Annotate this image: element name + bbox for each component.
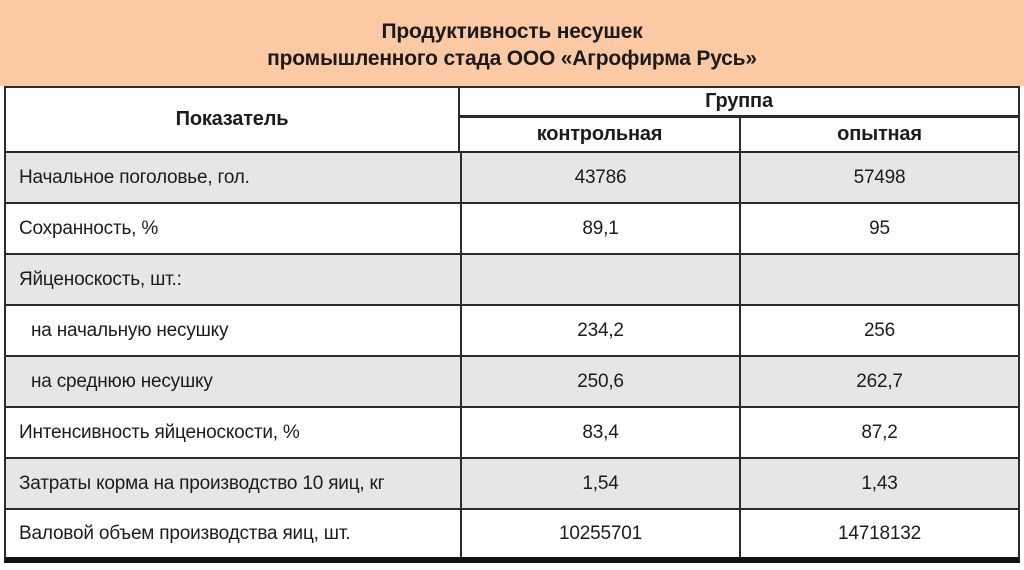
row-label: Сохранность, %: [19, 217, 159, 239]
row-label: Яйценоскость, шт.:: [19, 268, 182, 290]
row-label: Затраты корма на производство 10 яиц, кг: [19, 472, 385, 494]
table-row: Валовой объем производства яиц, шт. 1025…: [6, 508, 1018, 557]
header-control-group: контрольная: [536, 123, 663, 145]
header-experimental-group: опытная: [739, 118, 1018, 151]
header-indicator: Показатель: [6, 88, 460, 151]
productivity-table: Показатель Группа контрольная опытная На…: [4, 86, 1020, 563]
experimental-value: 57498: [739, 153, 1018, 202]
experimental-value: 14718132: [739, 510, 1018, 557]
table-row: на среднюю несушку 250,6 262,7: [6, 355, 1018, 406]
header-group: Группа: [460, 88, 1018, 118]
experimental-value: 95: [739, 204, 1018, 253]
row-label: Валовой объем производства яиц, шт.: [19, 522, 351, 544]
control-value: 234,2: [460, 306, 739, 355]
control-value: [460, 255, 739, 304]
experimental-value: 1,43: [739, 459, 1018, 508]
table-row: Затраты корма на производство 10 яиц, кг…: [6, 457, 1018, 508]
row-label: на среднюю несушку: [31, 370, 213, 392]
table-row: Интенсивность яйценоскости, % 83,4 87,2: [6, 406, 1018, 457]
control-value: 10255701: [460, 510, 739, 557]
control-value: 83,4: [460, 408, 739, 457]
table-header: Показатель Группа контрольная опытная: [6, 88, 1018, 151]
control-value: 43786: [460, 153, 739, 202]
table-row: на начальную несушку 234,2 256: [6, 304, 1018, 355]
experimental-value: 256: [739, 306, 1018, 355]
header-subgroups: контрольная опытная: [460, 118, 1018, 151]
experimental-value: 87,2: [739, 408, 1018, 457]
control-value: 1,54: [460, 459, 739, 508]
experimental-value: 262,7: [739, 357, 1018, 406]
table-row: Сохранность, % 89,1 95: [6, 202, 1018, 253]
table-row: Начальное поголовье, гол. 43786 57498: [6, 151, 1018, 202]
title-line-1: Продуктивность несушек: [381, 20, 643, 43]
table-row: Яйценоскость, шт.:: [6, 253, 1018, 304]
row-label: Начальное поголовье, гол.: [19, 166, 250, 188]
header-group-wrap: Группа контрольная опытная: [460, 88, 1018, 151]
control-value: 89,1: [460, 204, 739, 253]
row-label: Интенсивность яйценоскости, %: [19, 421, 300, 443]
row-label: на начальную несушку: [31, 319, 229, 341]
table-title-band: Продуктивность несушек промышленного ста…: [0, 0, 1024, 86]
experimental-value: [739, 255, 1018, 304]
control-value: 250,6: [460, 357, 739, 406]
title-line-2: промышленного стада ООО «Агрофирма Русь»: [267, 47, 757, 70]
